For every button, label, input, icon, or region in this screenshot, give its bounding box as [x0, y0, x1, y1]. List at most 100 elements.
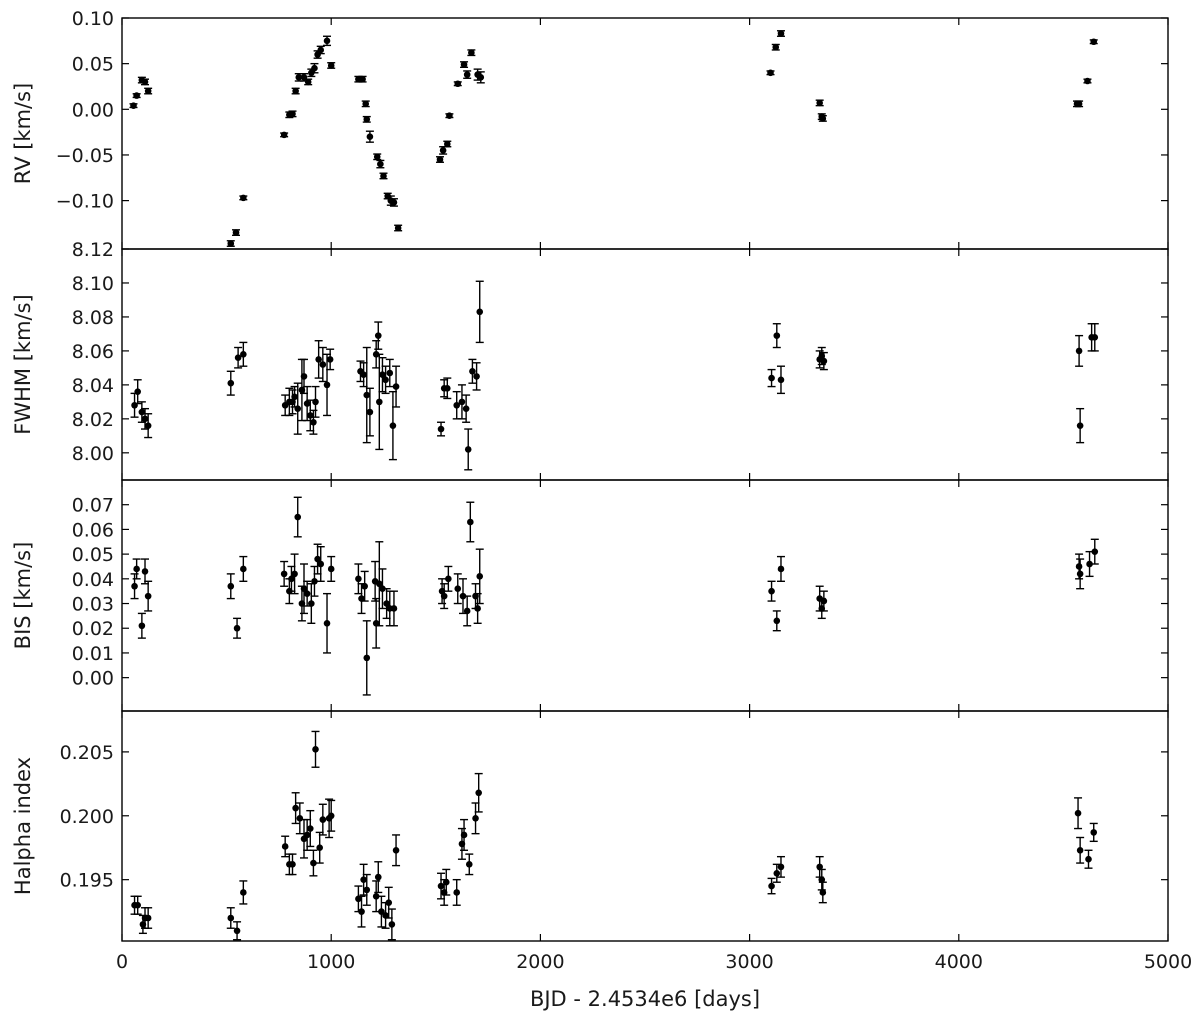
marker: [386, 369, 394, 377]
data-point: [354, 563, 363, 595]
marker: [816, 863, 823, 871]
marker: [453, 889, 461, 896]
marker: [130, 102, 137, 109]
marker: [453, 401, 461, 409]
data-point: [437, 421, 446, 437]
data-point: [392, 834, 401, 867]
marker: [1090, 829, 1098, 836]
marker: [777, 30, 785, 37]
y-tick-label: 8.00: [72, 443, 114, 465]
data-point: [374, 861, 383, 894]
marker: [133, 92, 140, 99]
data-point: [311, 730, 320, 768]
data-point: [365, 130, 374, 143]
data-point: [772, 323, 781, 349]
data-point: [318, 346, 327, 383]
data-point: [288, 853, 297, 876]
data-point: [288, 110, 297, 118]
marker: [363, 391, 371, 399]
data-point: [323, 592, 332, 654]
data-point: [437, 872, 446, 900]
data-point: [141, 558, 150, 585]
marker: [468, 49, 475, 56]
data-point: [767, 580, 776, 602]
marker: [134, 388, 141, 395]
data-point: [473, 592, 482, 624]
y-tick-label: −0.10: [56, 191, 114, 213]
data-point: [1076, 836, 1085, 864]
marker: [227, 582, 235, 590]
data-point: [313, 543, 322, 575]
marker: [280, 131, 288, 139]
data-point: [233, 617, 242, 639]
data-point: [374, 321, 383, 350]
y-tick-label: 0.04: [72, 569, 114, 591]
marker: [436, 156, 444, 163]
data-point: [144, 413, 153, 439]
marker: [773, 869, 781, 877]
marker: [300, 373, 308, 380]
data-point: [226, 573, 235, 600]
data-point: [323, 35, 332, 47]
marker: [1090, 38, 1098, 46]
data-point: [132, 558, 141, 580]
data-point: [133, 895, 142, 915]
y-tick-label: 0.205: [60, 742, 114, 764]
data-point: [280, 131, 289, 139]
marker: [240, 565, 247, 573]
marker: [240, 889, 247, 896]
data-point: [375, 541, 384, 627]
marker: [437, 882, 445, 890]
panel-4: 0.205 0.200 0.195 Halpha index 0 1000 2000 3000…: [11, 710, 1192, 973]
marker: [463, 71, 471, 78]
data-point: [392, 365, 401, 408]
data-point: [362, 620, 371, 696]
data-point: [767, 368, 776, 388]
marker: [773, 332, 781, 339]
marker: [767, 69, 774, 77]
data-point: [819, 590, 828, 612]
marker: [392, 846, 400, 854]
data-point: [474, 772, 483, 813]
panel-frame: [121, 248, 1169, 481]
marker: [294, 405, 302, 412]
marker: [442, 878, 450, 886]
marker: [144, 914, 152, 922]
data-point: [315, 831, 324, 864]
data-point: [443, 377, 452, 400]
data-point: [471, 583, 480, 610]
marker: [454, 585, 462, 593]
data-point: [460, 61, 469, 69]
data-point: [310, 565, 319, 597]
marker: [360, 371, 367, 378]
marker: [444, 140, 451, 148]
marker: [818, 876, 826, 883]
marker: [319, 361, 327, 368]
y-tick-label: 8.12: [72, 239, 114, 261]
marker: [138, 408, 146, 416]
marker: [240, 194, 247, 202]
marker: [372, 619, 380, 627]
data-point: [439, 146, 448, 155]
marker: [373, 153, 381, 161]
data-point: [463, 595, 472, 627]
marker: [473, 373, 480, 380]
marker: [389, 422, 397, 429]
data-point: [818, 881, 827, 904]
data-point: [311, 385, 320, 418]
marker: [141, 78, 149, 86]
data-point: [817, 868, 826, 891]
data-point: [394, 224, 403, 232]
data-point: [133, 379, 142, 405]
marker: [462, 405, 470, 412]
marker: [1076, 422, 1084, 429]
data-point: [475, 548, 484, 605]
marker: [323, 37, 331, 45]
marker: [281, 843, 289, 850]
data-point: [304, 78, 313, 86]
data-point: [453, 573, 462, 605]
marker: [390, 199, 398, 206]
data-point: [132, 92, 141, 99]
data-point: [818, 114, 827, 122]
marker: [227, 379, 235, 387]
